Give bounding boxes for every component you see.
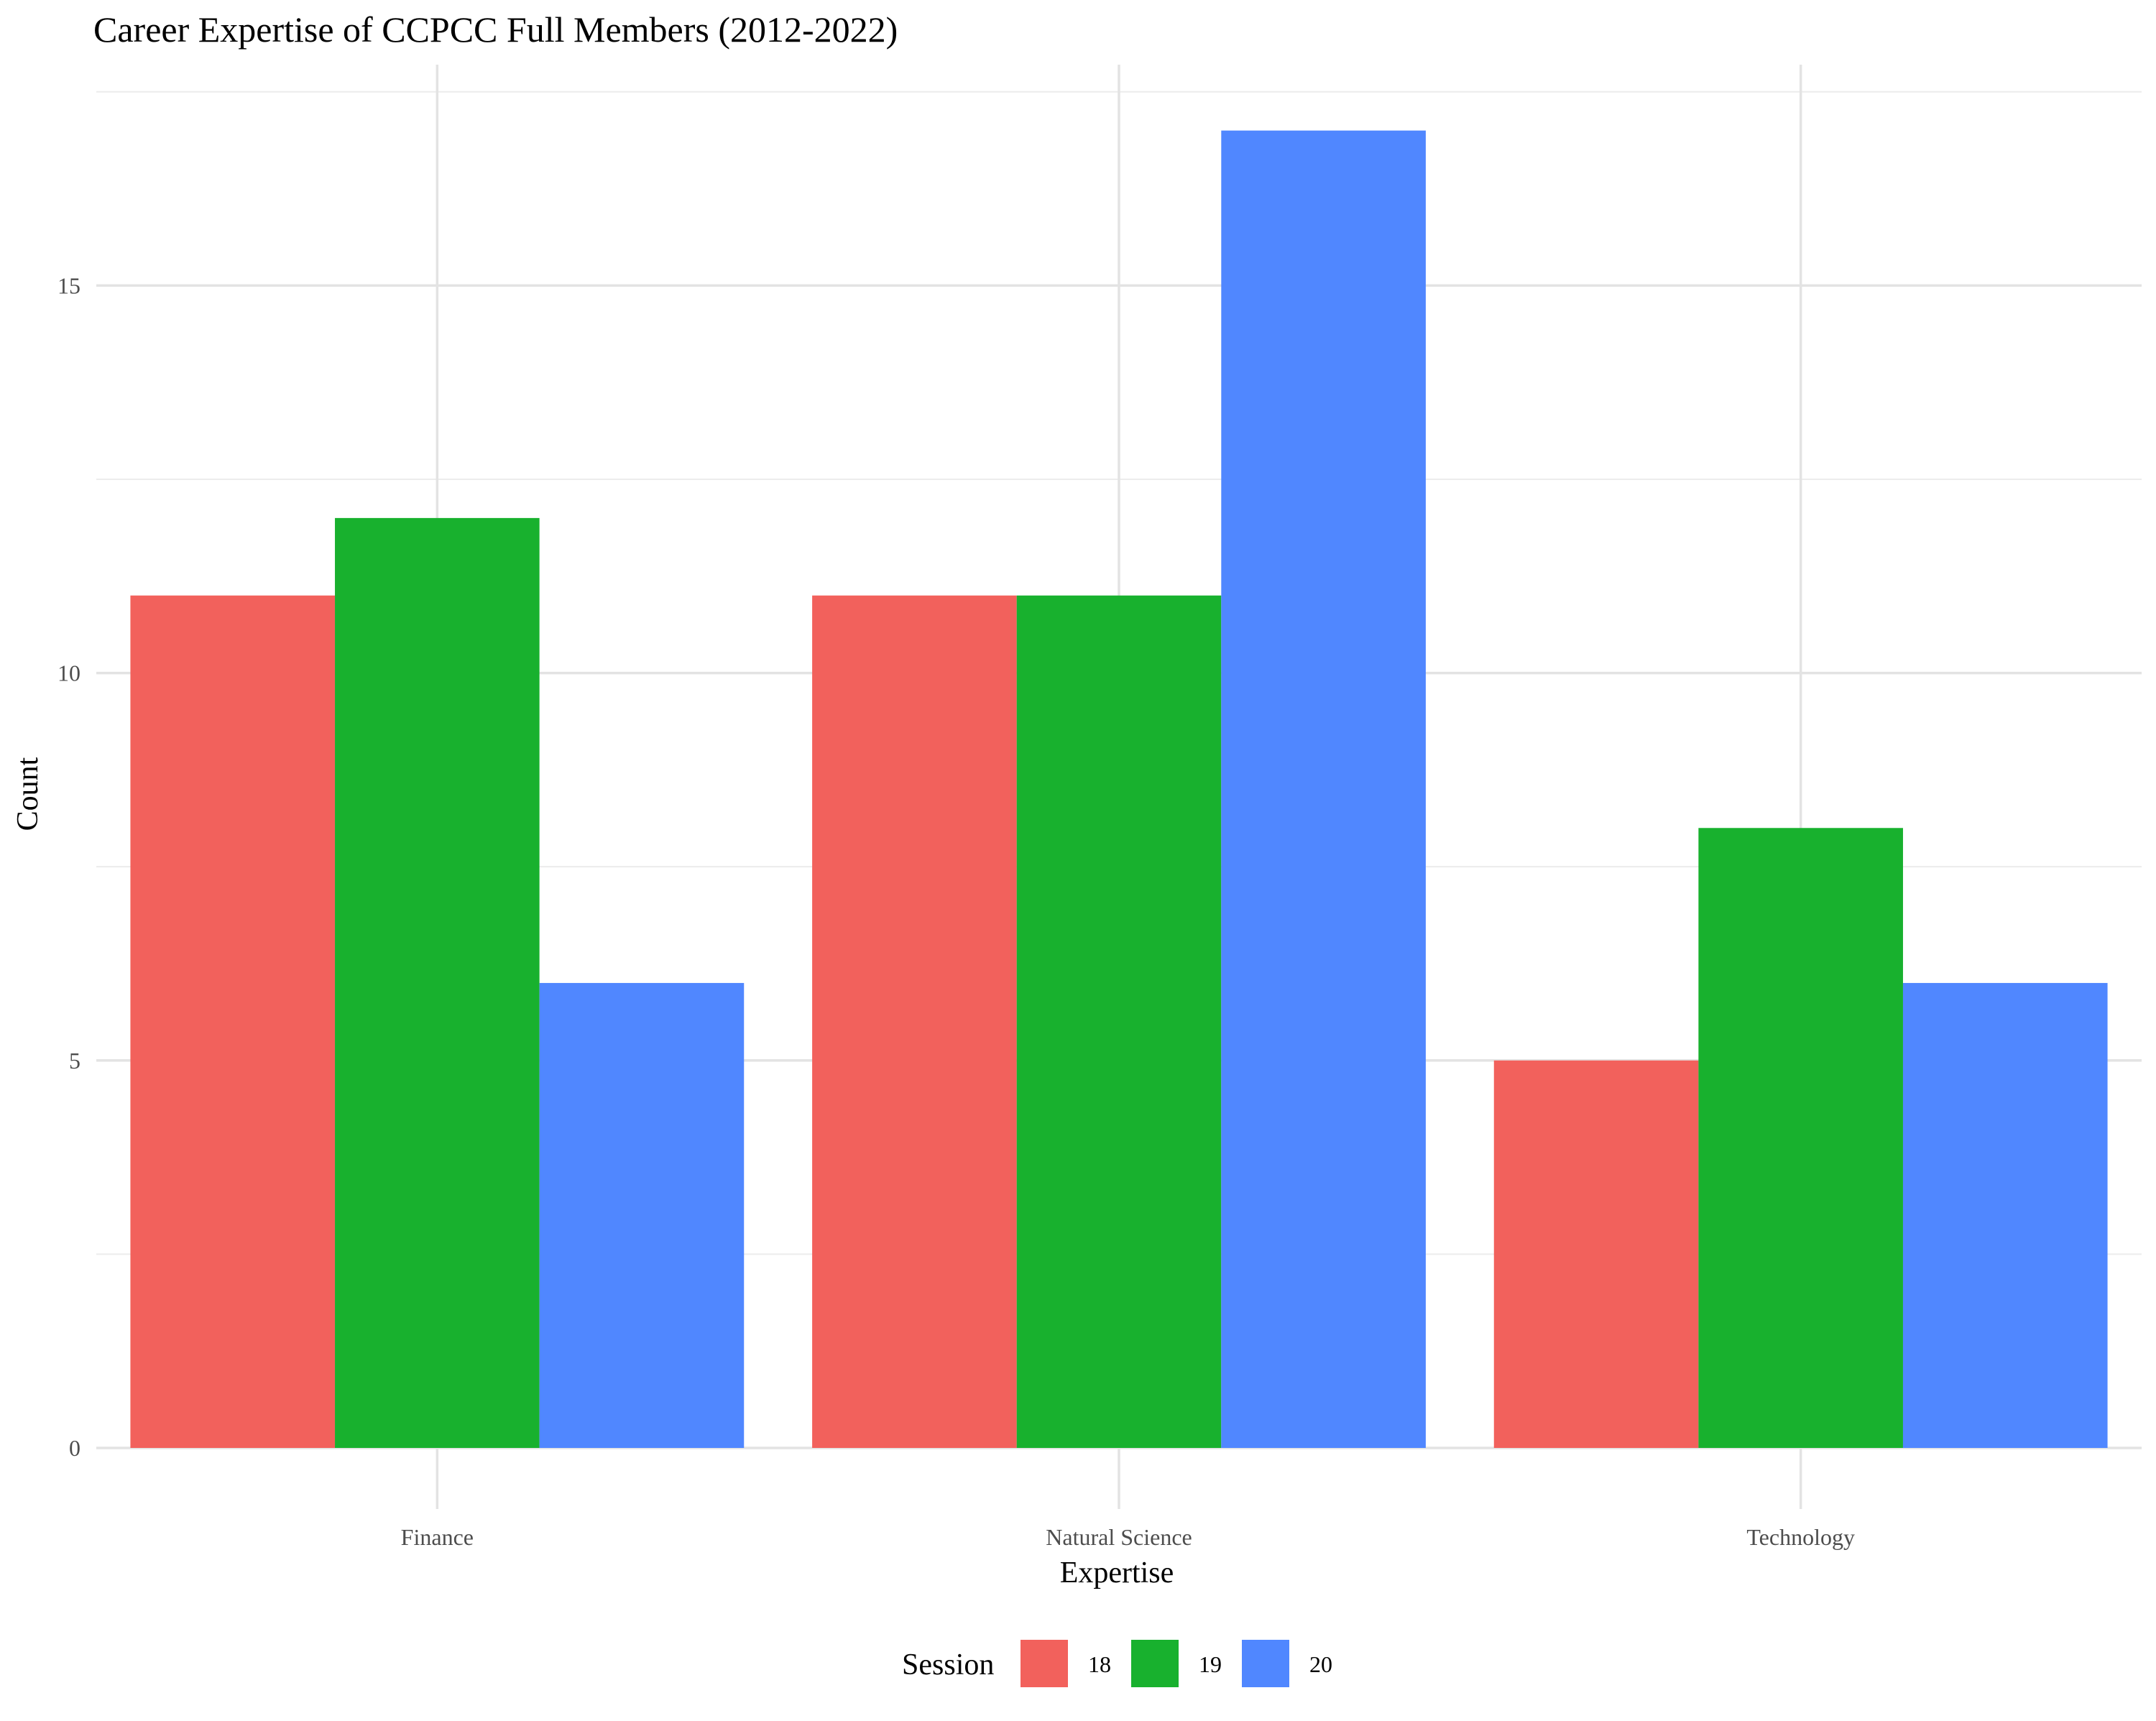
x-tick-label: Natural Science <box>1046 1524 1192 1550</box>
bar-technology-session-19 <box>1698 828 1903 1448</box>
legend-key-session-19 <box>1131 1640 1179 1687</box>
bar-finance-session-18 <box>130 595 336 1448</box>
y-tick-label: 5 <box>69 1048 80 1074</box>
x-axis-title: Expertise <box>1060 1556 1174 1589</box>
bar-technology-session-20 <box>1902 982 2108 1448</box>
x-tick-label: Technology <box>1746 1524 1855 1550</box>
bar-natural-science-session-18 <box>812 595 1017 1448</box>
legend-items: 18 19 20 <box>1021 1640 1332 1687</box>
legend: Session 18 19 20 <box>902 1640 1332 1687</box>
bars <box>130 130 2108 1449</box>
x-tick-label: Finance <box>401 1524 474 1550</box>
legend-title: Session <box>902 1648 994 1681</box>
legend-label: 19 <box>1199 1651 1222 1677</box>
legend-key-session-18 <box>1021 1640 1068 1687</box>
y-axis-title: Count <box>11 757 45 831</box>
bar-technology-session-18 <box>1493 1060 1699 1448</box>
y-tick-labels: 0 5 10 15 <box>57 272 80 1461</box>
bar-finance-session-20 <box>539 982 745 1448</box>
legend-key-session-20 <box>1242 1640 1289 1687</box>
bar-natural-science-session-20 <box>1221 130 1426 1449</box>
bar-natural-science-session-19 <box>1016 595 1222 1448</box>
y-tick-label: 15 <box>57 272 80 298</box>
bar-finance-session-19 <box>335 517 540 1448</box>
y-tick-label: 10 <box>57 660 80 686</box>
legend-label: 20 <box>1309 1651 1332 1677</box>
y-tick-label: 0 <box>69 1435 80 1461</box>
x-tick-labels: Finance Natural Science Technology <box>401 1524 1855 1550</box>
chart-title: Career Expertise of CCPCC Full Members (… <box>93 9 898 50</box>
legend-label: 18 <box>1088 1651 1111 1677</box>
